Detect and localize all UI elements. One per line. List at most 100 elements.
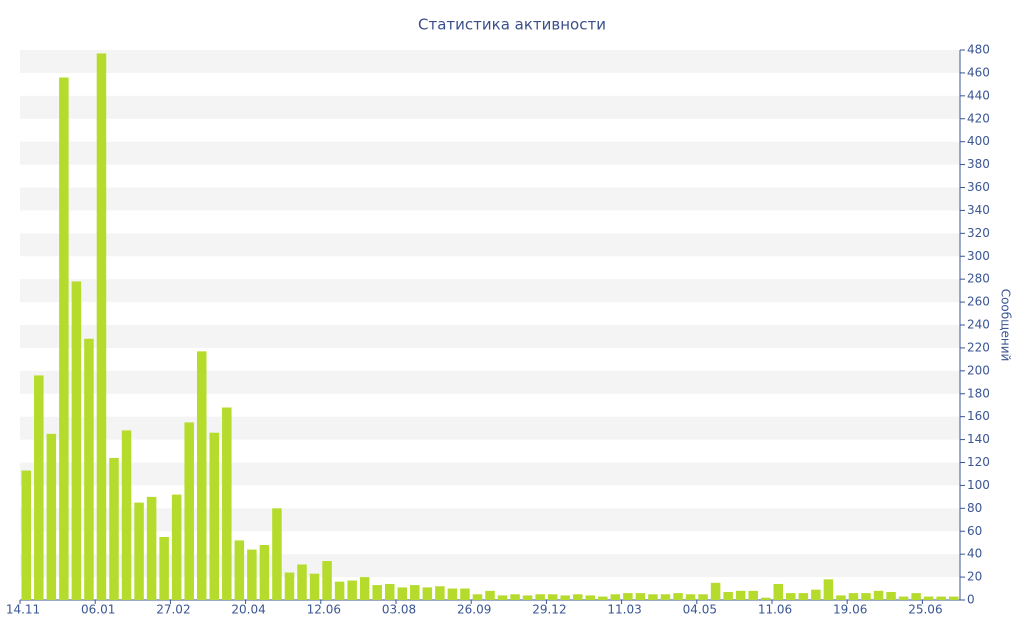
grid-stripe: [20, 279, 960, 303]
y-tick-label: 200: [967, 363, 990, 377]
x-tick-label: 20.04: [231, 603, 265, 617]
bar: [196, 351, 207, 600]
grid-stripe: [20, 416, 960, 440]
x-tick-label: 27.02: [156, 603, 190, 617]
y-tick-label: 100: [967, 478, 990, 492]
y-tick-label: 60: [967, 524, 982, 538]
bar: [710, 582, 721, 600]
bar: [146, 496, 157, 600]
bar: [222, 407, 232, 600]
x-tick-label: 03.08: [382, 603, 416, 617]
y-tick-label: 460: [967, 65, 990, 79]
bar: [171, 494, 182, 600]
bar: [259, 545, 270, 600]
x-tick-label: 19.06: [833, 603, 867, 617]
chart-title: Статистика активности: [418, 16, 606, 34]
bar: [422, 587, 433, 600]
bar: [522, 595, 533, 600]
y-axis-title: Сообщений: [999, 289, 1013, 362]
bar: [836, 595, 846, 600]
bar: [447, 588, 458, 600]
bar: [460, 588, 470, 600]
bar: [384, 583, 395, 600]
bar: [59, 77, 69, 600]
bar: [46, 433, 57, 600]
bar: [547, 594, 558, 600]
x-tick-label: 26.09: [457, 603, 491, 617]
bar: [472, 594, 483, 600]
bar: [760, 597, 771, 600]
bar: [347, 580, 357, 600]
y-tick-label: 280: [967, 272, 990, 286]
grid-stripe: [20, 508, 960, 532]
bar: [886, 591, 896, 600]
x-tick-label: 14.11: [6, 603, 40, 617]
y-tick-label: 420: [967, 111, 990, 125]
bar: [372, 585, 382, 600]
y-tick-label: 180: [967, 386, 990, 400]
bar: [309, 573, 320, 600]
x-tick-label: 11.06: [758, 603, 792, 617]
bar: [21, 470, 32, 600]
bar: [786, 593, 796, 600]
bar: [435, 586, 445, 600]
bar: [71, 281, 82, 600]
y-tick-label: 260: [967, 295, 990, 309]
y-tick-label: 440: [967, 88, 990, 102]
bar: [34, 375, 44, 600]
bar: [823, 579, 834, 600]
y-tick-label: 340: [967, 203, 990, 217]
bar: [359, 577, 370, 600]
grid-stripe: [20, 370, 960, 394]
bar: [948, 596, 959, 600]
bar: [121, 430, 132, 600]
bar: [560, 595, 570, 600]
x-tick-label: 04.05: [683, 603, 717, 617]
y-tick-label: 220: [967, 340, 990, 354]
bar: [673, 593, 683, 600]
y-tick-label: 360: [967, 180, 990, 194]
bar: [861, 593, 871, 600]
bar: [410, 585, 420, 600]
bar: [685, 594, 696, 600]
bar: [497, 595, 508, 600]
bar: [397, 587, 408, 600]
bar: [247, 549, 257, 600]
y-tick-label: 380: [967, 157, 990, 171]
bar: [660, 594, 671, 600]
y-tick-label: 80: [967, 501, 982, 515]
bar: [209, 432, 220, 600]
bar: [648, 594, 658, 600]
y-tick-label: 480: [967, 43, 990, 57]
bar: [898, 596, 909, 600]
bar: [585, 595, 596, 600]
grid-stripe: [20, 141, 960, 165]
bar: [535, 594, 545, 600]
bar: [109, 457, 119, 600]
bar: [510, 594, 520, 600]
bar: [284, 572, 295, 600]
bar: [610, 594, 621, 600]
y-tick-label: 40: [967, 547, 982, 561]
bar: [322, 561, 332, 600]
bar: [234, 540, 245, 600]
bar: [297, 564, 307, 600]
bar: [598, 596, 608, 600]
y-tick-label: 120: [967, 455, 990, 469]
bar: [773, 583, 784, 600]
grid-stripe: [20, 462, 960, 486]
bar: [334, 581, 345, 600]
bar: [485, 590, 495, 600]
bar: [735, 590, 746, 600]
bar: [748, 590, 758, 600]
bar: [923, 596, 934, 600]
y-tick-label: 400: [967, 134, 990, 148]
y-tick-label: 300: [967, 249, 990, 263]
grid-stripe: [20, 95, 960, 119]
bar: [134, 502, 144, 600]
x-tick-label: 11.03: [607, 603, 641, 617]
bar: [184, 422, 194, 600]
bar: [873, 590, 884, 600]
bar: [848, 593, 859, 600]
bar: [936, 596, 946, 600]
